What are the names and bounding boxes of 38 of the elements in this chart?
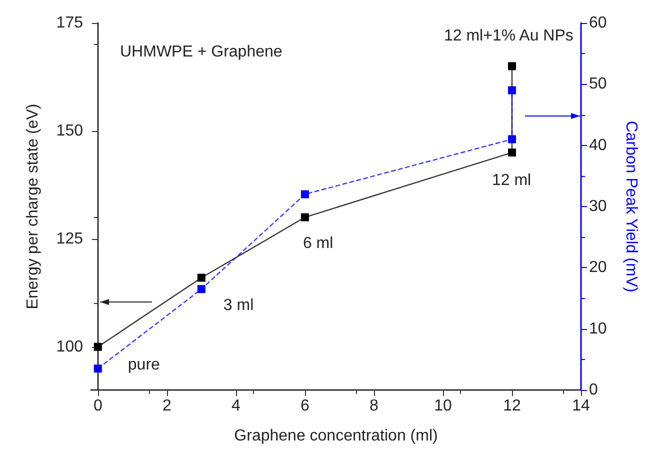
y2-tick-label: 20 <box>589 259 607 276</box>
x-axis-title: Graphene concentration (ml) <box>234 428 438 444</box>
point <box>197 274 206 282</box>
point <box>508 62 516 70</box>
x-tick-label: 14 <box>572 398 590 414</box>
point <box>508 135 516 144</box>
x-tick-label: 6 <box>300 398 310 414</box>
x-tick-label: 10 <box>434 398 452 414</box>
point <box>94 364 102 373</box>
y-tick-label: 175 <box>56 14 84 32</box>
y2-tick-label: 60 <box>589 14 607 32</box>
point <box>508 148 516 157</box>
point <box>300 190 309 198</box>
y2-axis-title: Carbon Peak Yield (mV) <box>622 120 640 292</box>
x-tick-label: 4 <box>231 398 240 414</box>
y-axis-title: Energy per charge state (eV) <box>24 104 42 310</box>
point <box>508 86 516 94</box>
annotation: pure <box>128 356 160 374</box>
x-tick-label: 12 <box>503 398 521 414</box>
y2-tick-label: 40 <box>589 136 607 154</box>
annotation: 3 ml <box>223 297 254 314</box>
x-tick-label: 2 <box>162 398 172 414</box>
y2-tick-label: 50 <box>589 76 607 93</box>
y-tick-label: 125 <box>56 230 84 248</box>
annotation: 6 ml <box>302 234 334 252</box>
x-tick-label: 8 <box>370 398 379 414</box>
y-tick-label: 100 <box>56 338 84 356</box>
y2-tick-label: 30 <box>589 198 607 215</box>
y-tick-label: 150 <box>56 122 84 140</box>
annotation: UHMWPE + Graphene <box>120 44 282 60</box>
annotation: 12 ml+1% Au NPs <box>444 28 574 45</box>
y2-tick-label: 0 <box>589 382 598 398</box>
point <box>197 285 206 294</box>
y2-tick-label: 10 <box>589 320 607 338</box>
point <box>94 342 102 351</box>
x-tick-label: 0 <box>93 398 102 414</box>
point <box>300 213 309 222</box>
annotation: 12 ml <box>492 172 532 190</box>
